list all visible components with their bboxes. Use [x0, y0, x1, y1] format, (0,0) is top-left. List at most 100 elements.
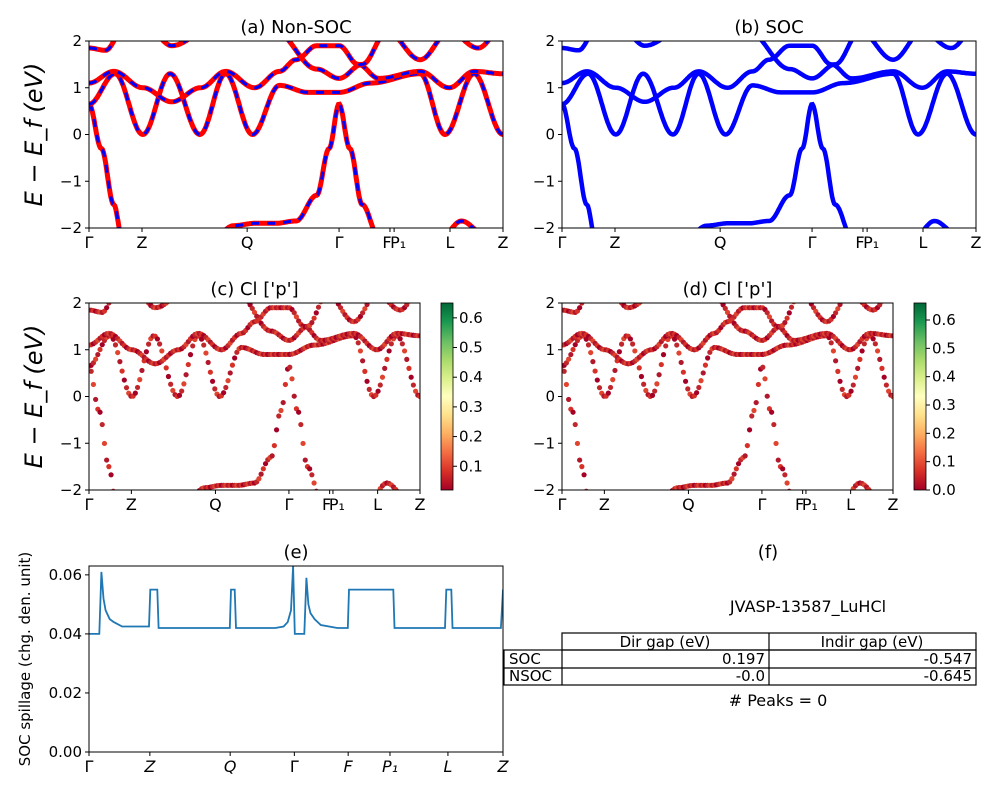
x-tick-label: L — [443, 757, 452, 776]
colorbar-tick-label: 0.4 — [459, 368, 483, 386]
y-tick-label: 0.04 — [49, 625, 82, 643]
band-point — [848, 388, 854, 394]
x-tick-label: L — [919, 233, 928, 252]
y-tick-label: 0.06 — [49, 566, 82, 584]
band-point — [291, 393, 297, 399]
band-point — [106, 464, 112, 470]
band-point — [212, 386, 218, 392]
x-tick-label: Γ — [558, 233, 567, 252]
band-point — [287, 364, 293, 370]
band-point — [753, 399, 759, 406]
colorbar-tick-label: 0.3 — [459, 398, 483, 416]
band-point — [784, 315, 790, 321]
band-point — [393, 486, 399, 490]
band-point — [592, 368, 598, 374]
band-point — [873, 492, 878, 497]
band-point — [223, 384, 229, 391]
band-point — [379, 374, 386, 380]
band-point — [610, 377, 616, 383]
x-tick-label: Γ — [85, 757, 94, 776]
band-point — [315, 304, 322, 310]
band-point — [360, 310, 366, 316]
band-point — [760, 364, 766, 370]
band-point — [119, 368, 125, 374]
band-point — [652, 388, 658, 394]
band-point — [251, 309, 258, 315]
y-tick-label: 0.00 — [49, 743, 82, 761]
band-point — [782, 319, 788, 326]
band-line — [562, 41, 964, 81]
band-point — [579, 464, 585, 470]
band-point — [808, 303, 811, 304]
band-point — [585, 342, 592, 348]
band-point — [368, 303, 371, 304]
band-point — [871, 491, 876, 496]
band-point — [837, 303, 843, 308]
band-point — [170, 387, 176, 394]
band-point — [256, 476, 262, 482]
band-point — [355, 340, 361, 346]
plot-area — [89, 566, 503, 635]
plot-area — [89, 303, 420, 497]
plot-area — [562, 41, 976, 228]
y-axis-label: E − E_f (eV) — [20, 63, 48, 207]
band-point — [262, 461, 269, 467]
colorbar-tick-label: 0.6 — [459, 309, 483, 327]
band-point — [700, 370, 706, 376]
x-tick-label: F — [322, 495, 331, 514]
band-point — [581, 472, 587, 478]
band-point — [406, 365, 412, 371]
band-point — [786, 310, 792, 316]
band-point — [400, 492, 405, 497]
x-tick-label: Γ — [335, 233, 344, 252]
axes-frame — [88, 565, 504, 753]
x-tick-label: Q — [241, 233, 254, 252]
band-point — [302, 457, 308, 463]
band-point — [401, 348, 408, 354]
band-point — [377, 382, 383, 388]
spillage-line — [89, 566, 503, 635]
y-tick-label: 2 — [545, 32, 555, 50]
band-point — [885, 388, 892, 394]
band-point — [362, 306, 368, 312]
band-point — [137, 377, 143, 383]
band-point — [364, 378, 370, 384]
nsoc-indir-gap: -0.645 — [924, 667, 972, 685]
colorbar-tick-label: 0.2 — [459, 428, 483, 446]
band-point — [879, 365, 885, 371]
y-tick-label: 2 — [72, 294, 82, 312]
band-point — [104, 457, 110, 463]
band-point — [729, 476, 735, 482]
band-point — [95, 351, 101, 358]
band-point — [93, 356, 99, 362]
band-point — [375, 388, 381, 394]
x-tick-label: P₁ — [382, 757, 398, 776]
band-point — [786, 488, 792, 490]
nsoc-dir-gap: -0.0 — [736, 667, 765, 685]
y-tick-label: 0 — [545, 388, 555, 406]
band-point — [258, 471, 264, 477]
y-tick-label: 1 — [545, 341, 555, 359]
band-point — [399, 341, 405, 347]
band-point — [566, 356, 572, 362]
x-tick-label: Γ — [558, 495, 567, 514]
band-point — [583, 488, 589, 490]
band-point — [588, 349, 594, 356]
band-point — [168, 381, 174, 387]
band-point — [408, 374, 414, 380]
band-point — [850, 382, 856, 388]
band-point — [883, 382, 889, 388]
band-point — [313, 310, 319, 316]
band-point — [570, 409, 576, 415]
band-point — [574, 440, 581, 447]
x-tick-label: Z — [498, 233, 509, 252]
band-point — [185, 361, 191, 368]
x-tick-label: Γ — [85, 233, 94, 252]
x-tick-label: Γ — [808, 233, 817, 252]
band-point — [784, 480, 790, 486]
band-point — [656, 372, 662, 378]
band-point — [735, 461, 742, 467]
band-point — [300, 440, 306, 447]
band-point — [846, 392, 852, 398]
band-point — [398, 491, 403, 496]
